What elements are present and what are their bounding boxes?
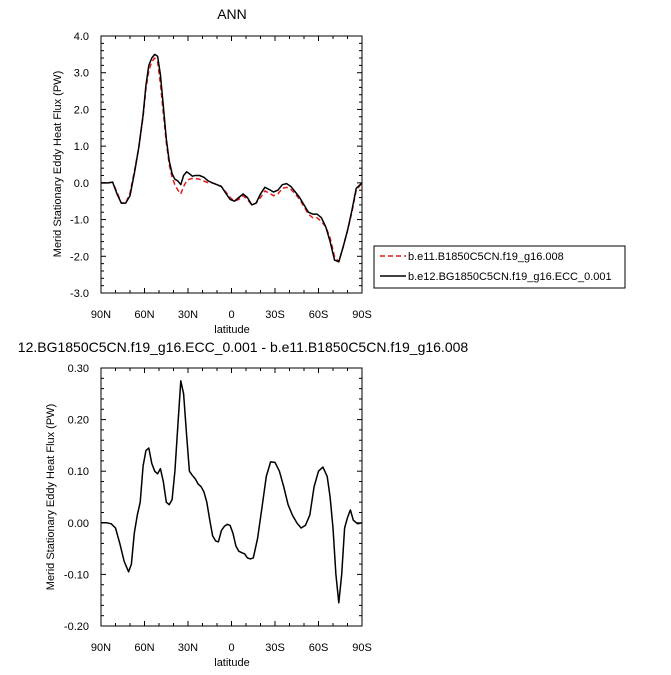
x-tick-label: 60S [309,309,329,321]
y-tick-label: -0.10 [64,569,89,581]
y-tick-label: 0.20 [68,415,89,427]
x-tick-label: 30N [178,309,198,321]
y-tick-label: 4.0 [74,31,89,43]
chart-title: 12.BG1850C5CN.f19_g16.ECC_0.001 - b.e11.… [18,339,469,355]
y-tick-label: 1.0 [74,141,89,153]
x-tick-label: 90N [91,309,111,321]
y-tick-label: -1.0 [70,215,89,227]
x-axis-label: latitude [214,324,249,336]
x-tick-label: 90N [91,642,111,654]
chart-title: ANN [217,6,247,22]
y-tick-label: -2.0 [70,251,89,263]
x-tick-label: 60N [134,309,154,321]
chart-annual: ANN 90N 60N 30N 0 30S 60S 90S -3.0 -2.0 -1.0 0.0 1.… [52,6,372,336]
y-axis-label: Merid Stationary Eddy Heat Flux (PW) [45,404,57,590]
x-tick-label: 30N [178,642,198,654]
y-tick-label: -0.20 [64,621,89,633]
legend-label-series-2: b.e12.BG1850C5CN.f19_g16.ECC_0.001 [408,271,612,283]
x-axis-label: latitude [214,657,249,669]
x-tick-label: 90S [352,642,372,654]
y-tick-label: 0.00 [68,518,89,530]
x-tick-label: 90S [352,309,372,321]
x-tick-label: 60N [134,642,154,654]
y-tick-label: -3.0 [70,288,89,300]
legend-box [373,245,626,289]
legend-label-series-1: b.e11.B1850C5CN.f19_g16.008 [408,251,564,263]
series-line-1 [101,57,363,263]
y-tick-label: 3.0 [74,68,89,80]
plot-frame [100,35,363,294]
y-axis-label: Merid Stationary Eddy Heat Flux (PW) [52,71,64,257]
legend: b.e11.B1850C5CN.f19_g16.008 b.e12.BG1850… [373,245,626,289]
series-line-2 [101,53,363,263]
x-tick-label: 30S [265,642,285,654]
x-tick-label: 0 [228,309,234,321]
chart-difference: 12.BG1850C5CN.f19_g16.ECC_0.001 - b.e11.… [18,339,469,669]
y-tick-label: 0.0 [74,178,89,190]
x-tick-label: 60S [309,642,329,654]
plot-area: 90N 60N 30N 0 30S 60S 90S -3.0 -2.0 -1.0 0.0 1.0 2.0… [70,31,372,321]
series-line-1 [101,380,363,604]
plot-area: 90N 60N 30N 0 30S 60S 90S -0.20 -0.10 0.00 0.10 0.2… [64,363,372,654]
y-tick-label: 2.0 [74,104,89,116]
y-tick-label: 0.10 [68,466,89,478]
y-tick-label: 0.30 [68,363,89,375]
x-tick-label: 30S [265,309,285,321]
x-tick-label: 0 [228,642,234,654]
